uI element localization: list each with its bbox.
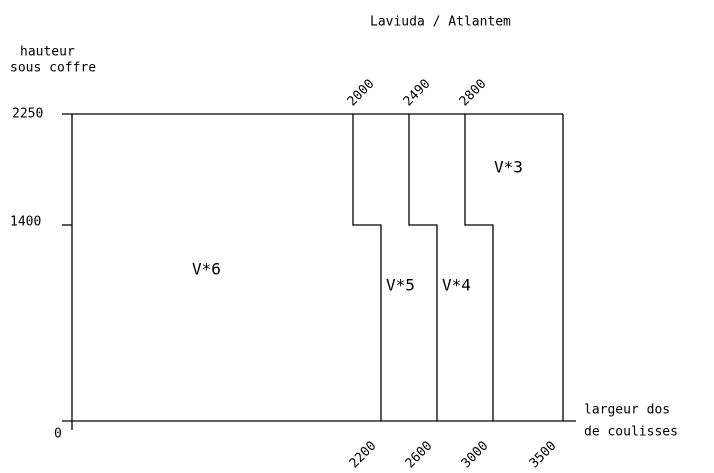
y-tick-label: 2250 xyxy=(12,107,43,122)
y-axis-label: hauteur xyxy=(20,45,75,60)
region-label: V*5 xyxy=(386,276,415,295)
x-axis-label: largeur dos xyxy=(584,403,670,418)
bottom-tick-label: 3000 xyxy=(459,439,492,472)
bottom-tick-label: 2200 xyxy=(347,439,380,472)
y-tick-label: 0 xyxy=(54,427,62,442)
bottom-tick-label: 3500 xyxy=(527,439,560,472)
top-tick-label: 2000 xyxy=(345,77,378,110)
boundary xyxy=(408,114,438,421)
bottom-tick-label: 2600 xyxy=(403,439,436,472)
y-tick-label: 1400 xyxy=(10,215,41,230)
title: Laviuda / Atlantem xyxy=(370,15,511,30)
region-label: V*3 xyxy=(494,158,523,177)
boundary xyxy=(352,114,382,421)
boundary xyxy=(464,114,494,421)
x-axis-label: de coulisses xyxy=(584,425,678,440)
y-axis-label: sous coffre xyxy=(10,61,96,76)
region-label: V*4 xyxy=(442,276,471,295)
top-tick-label: 2800 xyxy=(457,77,490,110)
top-tick-label: 2490 xyxy=(401,77,434,110)
region-label: V*6 xyxy=(192,260,221,279)
